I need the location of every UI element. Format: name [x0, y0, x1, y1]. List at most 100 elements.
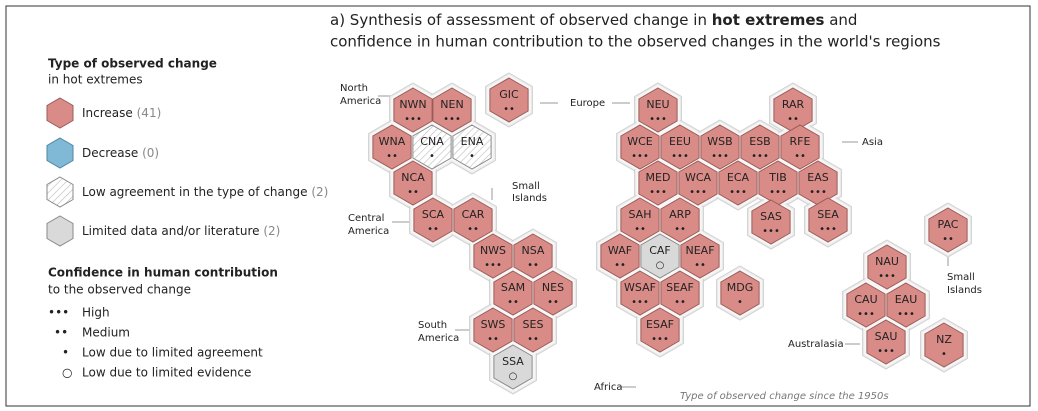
region-hex	[640, 233, 680, 279]
region-code: ESAF	[646, 318, 674, 331]
region-code: WSB	[707, 135, 732, 148]
region-dots: •••	[484, 260, 502, 271]
region-dots: ••	[942, 234, 954, 245]
region-code: ENA	[461, 135, 484, 148]
legend-count: (2)	[263, 224, 280, 238]
region-hex	[600, 233, 640, 279]
region-dots: •••	[443, 114, 461, 125]
region-hex	[493, 270, 533, 316]
region-code: NSA	[522, 244, 545, 257]
legend-label: Low due to limited evidence	[82, 366, 251, 380]
region-code: NEN	[440, 98, 463, 111]
region-hex	[928, 207, 968, 253]
region-hex	[751, 199, 791, 245]
legend-label-text: Increase	[82, 106, 133, 120]
region-code: WSAF	[624, 281, 656, 294]
region-hex	[620, 270, 660, 316]
region-code: PAC	[938, 218, 959, 231]
region-code: SEAF	[666, 281, 694, 294]
region-code: SCA	[422, 208, 445, 221]
legend-label: High	[82, 306, 110, 320]
region-dots: •••	[404, 114, 422, 125]
region-hex	[473, 233, 513, 279]
region-hex	[493, 344, 533, 390]
group-label: North	[340, 83, 368, 94]
legend-heading: Type of observed change	[48, 57, 217, 71]
region-dots: ••	[527, 334, 539, 345]
legend-symbol: •	[62, 346, 69, 360]
region-hex	[867, 244, 907, 290]
region-hex	[846, 282, 886, 328]
region-dots: •••	[877, 346, 895, 357]
region-hex	[660, 270, 700, 316]
region-dots: •••	[729, 187, 747, 198]
region-code: CAF	[649, 244, 671, 257]
region-hex	[886, 282, 926, 328]
region-dots: •	[941, 349, 947, 360]
legend-symbol: •••	[48, 306, 69, 320]
region-dots: ••	[547, 297, 559, 308]
region-dots: •••	[689, 187, 707, 198]
region-dots: ••	[467, 224, 479, 235]
region-hex	[740, 124, 780, 170]
region-hex	[412, 124, 452, 170]
legend-label: Low agreement in the type of change (2)	[82, 185, 328, 199]
legend-label: Limited data and/or literature (2)	[82, 224, 280, 238]
region-dots: ••	[674, 297, 686, 308]
region-hex	[808, 197, 848, 243]
legend-label: Low due to limited agreement	[82, 346, 263, 360]
region-hex	[620, 197, 660, 243]
region-hex	[660, 124, 700, 170]
region-code: SAS	[760, 210, 782, 223]
region-dots: ○	[656, 260, 665, 271]
region-dots: •••	[878, 271, 896, 282]
region-hex	[413, 197, 453, 243]
legend-label: Increase (41)	[82, 106, 161, 120]
legend-symbol: ••	[54, 326, 68, 340]
region-hex	[680, 233, 720, 279]
group-label: South	[418, 320, 447, 331]
region-dots: •••	[762, 226, 780, 237]
region-code: NES	[542, 281, 564, 294]
legend-heading: Confidence in human contribution	[48, 266, 278, 280]
region-hex	[638, 87, 678, 133]
region-hex	[660, 197, 700, 243]
group-label: Central	[348, 213, 384, 224]
region-code: NEAF	[685, 244, 714, 257]
region-hex	[866, 319, 906, 365]
legend-label-text: Limited data and/or literature	[82, 224, 260, 238]
region-dots: •••	[651, 334, 669, 345]
group-label: Australasia	[788, 339, 844, 350]
title-part: a) Synthesis of assessment of observed c…	[330, 11, 712, 29]
region-dots: •••	[631, 151, 649, 162]
frame	[5, 5, 1031, 407]
group-label: America	[418, 333, 459, 344]
region-code: ECA	[727, 171, 750, 184]
region-dots: •	[469, 151, 475, 162]
region-dots: ••	[487, 334, 499, 345]
region-hex	[640, 307, 680, 353]
footer: Type of observed change since the 1950s	[680, 391, 889, 402]
group-label: Small	[947, 272, 975, 283]
group-label: Europe	[570, 98, 605, 109]
region-hex	[432, 87, 472, 133]
region-code: TIB	[768, 171, 787, 184]
region-hex	[638, 160, 678, 206]
region-dots: ••	[794, 151, 806, 162]
region-code: NEU	[646, 98, 669, 111]
region-dots: •	[737, 297, 743, 308]
region-dots: •••	[649, 187, 667, 198]
region-dots: •••	[857, 309, 875, 320]
region-dots: ••	[694, 260, 706, 271]
region-dots: ○	[509, 371, 518, 382]
region-code: EAS	[807, 171, 828, 184]
region-dots: ••	[407, 187, 419, 198]
region-dots: ••	[674, 224, 686, 235]
region-hex	[372, 124, 412, 170]
region-code: CAU	[854, 293, 877, 306]
legend-swatch	[46, 137, 74, 169]
group-label: Islands	[512, 193, 547, 204]
region-code: WAF	[608, 244, 632, 257]
region-code: WCE	[627, 135, 653, 148]
